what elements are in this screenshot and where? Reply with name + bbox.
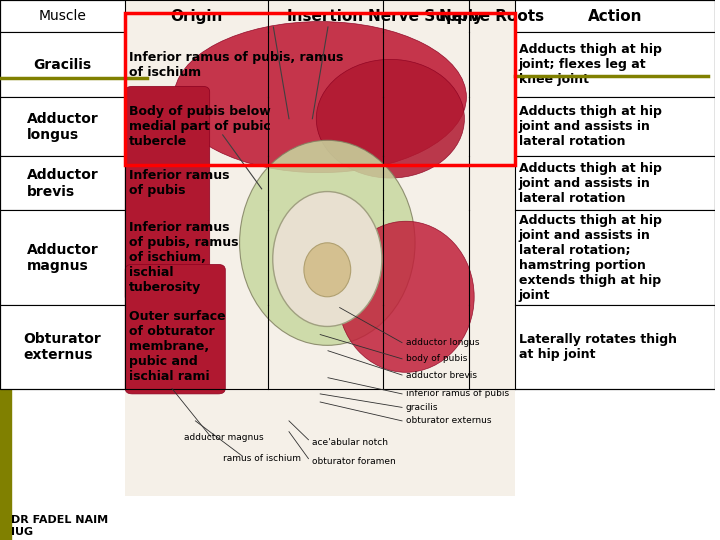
Bar — [0, 0, 716, 32]
Text: Inferior ramus
of pubis, ramus
of ischium,
ischial
tuberosity: Inferior ramus of pubis, ramus of ischiu… — [129, 221, 238, 294]
Bar — [0, 157, 716, 211]
Text: Adducts thigh at hip
joint and assists in
lateral rotation;
hamstring portion
ex: Adducts thigh at hip joint and assists i… — [518, 214, 662, 302]
Text: Action: Action — [588, 9, 642, 24]
Ellipse shape — [240, 140, 415, 346]
Ellipse shape — [273, 192, 382, 327]
Text: Nerve Supply: Nerve Supply — [368, 9, 483, 24]
Text: Nerve Roots: Nerve Roots — [439, 9, 544, 24]
Text: Outer surface
of obturator
membrane,
pubic and
ischial rami: Outer surface of obturator membrane, pub… — [129, 310, 225, 383]
Text: obturator foramen: obturator foramen — [312, 457, 396, 466]
Text: Gracilis: Gracilis — [34, 58, 91, 72]
Ellipse shape — [338, 221, 474, 372]
Text: Adductor
longus: Adductor longus — [27, 112, 99, 142]
Text: Adducts thigh at hip
joint and assists in
lateral rotation: Adducts thigh at hip joint and assists i… — [518, 105, 662, 148]
Text: ace'abular notch: ace'abular notch — [312, 438, 388, 447]
Text: Muscle: Muscle — [39, 9, 86, 23]
Ellipse shape — [316, 59, 464, 178]
Text: Adducts thigh at hip
joint; flexes leg at
knee joint: Adducts thigh at hip joint; flexes leg a… — [518, 43, 662, 86]
Text: Adductor
brevis: Adductor brevis — [27, 168, 99, 199]
Bar — [125, 14, 515, 165]
Text: Obturator
externus: Obturator externus — [24, 332, 102, 362]
Ellipse shape — [174, 22, 467, 173]
Text: body of pubis: body of pubis — [406, 354, 467, 363]
Text: adductor brevis: adductor brevis — [406, 370, 477, 380]
Bar — [0, 0, 716, 388]
Text: Inferior ramus
of pubis: Inferior ramus of pubis — [129, 170, 229, 198]
FancyBboxPatch shape — [125, 265, 225, 394]
Text: gracilis: gracilis — [406, 403, 438, 412]
Text: Origin: Origin — [171, 9, 223, 24]
Text: ramus of ischium: ramus of ischium — [222, 454, 301, 463]
Text: inferior ramus of pubis: inferior ramus of pubis — [406, 389, 509, 399]
Bar — [0, 305, 716, 388]
Text: Adducts thigh at hip
joint and assists in
lateral rotation: Adducts thigh at hip joint and assists i… — [518, 162, 662, 205]
Text: adductor magnus: adductor magnus — [184, 433, 264, 442]
Ellipse shape — [304, 243, 351, 297]
Bar — [0, 0, 11, 539]
Bar — [0, 211, 716, 305]
Text: adductor longus: adductor longus — [406, 338, 480, 347]
Text: Body of pubis below
medial part of pubic
tubercle: Body of pubis below medial part of pubic… — [129, 105, 271, 148]
Text: Laterally rotates thigh
at hip joint: Laterally rotates thigh at hip joint — [518, 333, 677, 361]
Text: Inferior ramus of pubis, ramus
of ischium: Inferior ramus of pubis, ramus of ischiu… — [129, 51, 343, 79]
Text: Adductor
magnus: Adductor magnus — [27, 242, 99, 273]
Bar — [125, 0, 515, 496]
Text: DR FADEL NAIM
IUG: DR FADEL NAIM IUG — [11, 515, 108, 537]
FancyBboxPatch shape — [125, 86, 210, 302]
Bar — [0, 32, 716, 97]
Text: Insertion: Insertion — [287, 9, 364, 24]
Bar — [0, 97, 716, 157]
Text: obturator externus: obturator externus — [406, 416, 492, 426]
